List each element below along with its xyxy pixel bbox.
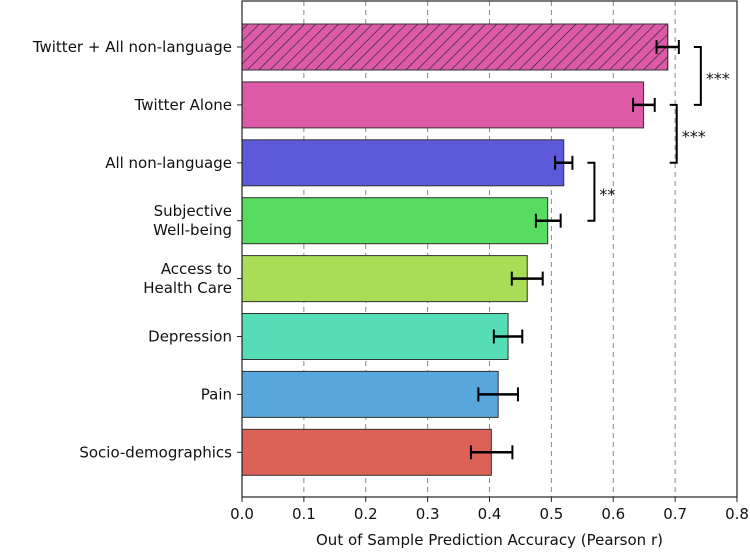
bar-hatch bbox=[241, 23, 669, 71]
x-tick-label: 0.7 bbox=[663, 505, 687, 523]
y-tick-label: Pain bbox=[201, 385, 232, 403]
bar bbox=[241, 255, 528, 303]
x-tick-label: 0.8 bbox=[725, 505, 749, 523]
significance-bracket bbox=[669, 103, 678, 164]
x-tick-label: 0.1 bbox=[292, 505, 316, 523]
bar bbox=[241, 428, 492, 476]
x-tick-label: 0.0 bbox=[230, 505, 254, 523]
significance-bracket bbox=[587, 161, 596, 222]
y-tick-label: Subjective bbox=[154, 202, 232, 220]
x-axis-label: Out of Sample Prediction Accuracy (Pears… bbox=[316, 531, 663, 549]
x-tick-label: 0.3 bbox=[416, 505, 440, 523]
y-tick-label: Health Care bbox=[143, 279, 232, 297]
significance-label: *** bbox=[682, 127, 706, 146]
bar bbox=[241, 313, 509, 360]
x-tick-label: 0.5 bbox=[539, 505, 563, 523]
significance-bracket bbox=[693, 46, 702, 106]
y-tick-label: Socio-demographics bbox=[79, 443, 232, 461]
bar bbox=[241, 139, 565, 187]
y-tick-label: Twitter + All non-language bbox=[32, 38, 232, 56]
y-tick-label: Twitter Alone bbox=[134, 96, 232, 114]
bar bbox=[241, 370, 499, 418]
bar bbox=[241, 197, 549, 245]
x-tick-label: 0.2 bbox=[354, 505, 378, 523]
significance-label: ** bbox=[599, 185, 615, 204]
bar bbox=[241, 81, 645, 129]
y-tick-label: All non-language bbox=[105, 154, 232, 172]
y-tick-label: Depression bbox=[148, 328, 232, 346]
x-tick-label: 0.4 bbox=[478, 505, 502, 523]
y-tick-label: Well-being bbox=[153, 221, 232, 239]
y-tick-label: Access to bbox=[161, 260, 232, 278]
x-tick-label: 0.6 bbox=[601, 505, 625, 523]
significance-label: *** bbox=[706, 69, 730, 88]
